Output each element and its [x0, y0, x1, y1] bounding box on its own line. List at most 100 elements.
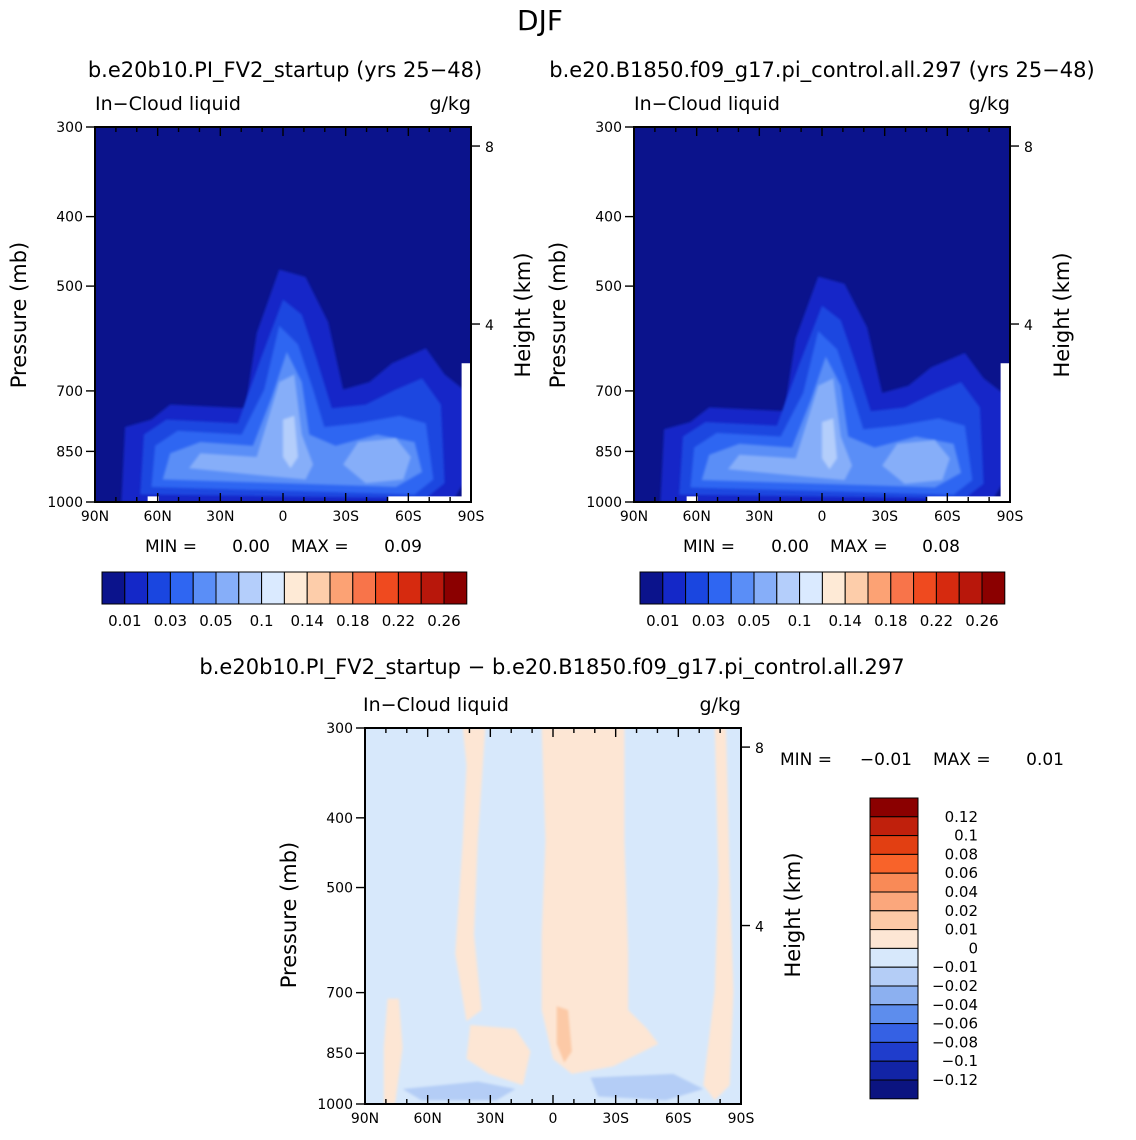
colorbar-box	[707, 571, 732, 605]
panel-left-variable-label: In−Cloud liquid	[95, 93, 241, 115]
colorbar-label: 0.14	[828, 612, 861, 630]
diff-region-5	[556, 1006, 572, 1063]
colorbar-label: 0.02	[945, 902, 978, 920]
x-tick-label: 90N	[620, 509, 648, 525]
x-tick-label: 90S	[997, 509, 1024, 525]
x-tick-label: 60S	[395, 509, 422, 525]
panel-right-max-value: 0.08	[922, 537, 960, 557]
field-level-7	[822, 418, 838, 470]
y-tick-label: 1000	[317, 1097, 353, 1113]
y-tick-label: 400	[595, 210, 622, 226]
x-tick-label: 0	[279, 509, 288, 525]
panel-difference-max-label: MAX =	[933, 750, 991, 770]
colorbar-box	[890, 571, 915, 605]
diff-region-4	[703, 728, 734, 1101]
panel-right-field	[634, 127, 1010, 502]
y-tick-label: 500	[326, 881, 353, 897]
x-tick-label: 30S	[871, 509, 898, 525]
panel-left: b.e20b10.PI_FV2_startup (yrs 25−48) In−C…	[7, 58, 535, 630]
missing-data	[147, 496, 159, 502]
y-tick-label: 700	[326, 986, 353, 1002]
y-tick-label: 300	[56, 120, 83, 136]
panel-right-min-value: 0.00	[771, 537, 809, 557]
colorbar-box	[844, 571, 869, 605]
colorbar-label: 0.22	[382, 612, 415, 630]
x-tick-label: 60S	[665, 1111, 692, 1127]
colorbar-label: 0.1	[250, 612, 274, 630]
colorbar-label: −0.1	[942, 1052, 978, 1070]
panel-difference-axes: 90N 60N 30N 0 30S 60S 90S 300 400 500 700 850 1000 8 4	[317, 721, 764, 1127]
colorbar-label: 0.03	[154, 612, 187, 630]
colorbar-box	[869, 853, 919, 874]
colorbar-box	[283, 571, 308, 605]
panel-difference-min-value: −0.01	[860, 750, 912, 770]
colorbar-box	[981, 571, 1006, 605]
colorbar-box	[869, 929, 919, 949]
colorbar-box	[869, 891, 919, 912]
colorbar-box	[869, 835, 919, 855]
colorbar-box	[443, 571, 468, 605]
panel-difference-title: b.e20b10.PI_FV2_startup − b.e20.B1850.f0…	[199, 655, 904, 680]
colorbar-label: −0.02	[932, 977, 978, 995]
x-tick-label: 0	[549, 1111, 558, 1127]
y-tick-label: 400	[56, 210, 83, 226]
panel-left-field	[95, 127, 471, 502]
colorbar-box	[869, 910, 919, 931]
missing-data	[461, 363, 471, 502]
colorbar-box	[869, 1004, 919, 1025]
y-tick-label: 850	[595, 444, 622, 460]
colorbar-box	[958, 571, 983, 605]
diff-region-0	[455, 728, 486, 1022]
colorbar-box	[776, 571, 801, 605]
x-tick-label: 60S	[934, 509, 961, 525]
panel-right-colorbar: 0.01 0.03 0.05 0.1 0.14 0.18 0.22 0.26	[639, 571, 1006, 630]
colorbar-box	[101, 571, 126, 605]
colorbar-box	[685, 571, 709, 605]
field-level-5	[189, 374, 314, 480]
y-tick-right-label: 8	[485, 140, 494, 156]
field-level-6	[343, 438, 411, 484]
colorbar-box	[147, 571, 171, 605]
colorbar-box	[639, 571, 664, 605]
colorbar-box	[935, 571, 960, 605]
colorbar-label: 0.1	[954, 827, 978, 845]
colorbar-box	[306, 571, 331, 605]
y-tick-label: 700	[595, 384, 622, 400]
panel-difference-ylabel: Pressure (mb)	[277, 842, 301, 989]
colorbar-box	[730, 571, 755, 605]
colorbar-box	[869, 1023, 919, 1043]
colorbar-label: 0.08	[945, 845, 978, 863]
missing-data	[1000, 363, 1010, 502]
x-tick-label: 30N	[745, 509, 773, 525]
panel-left-title: b.e20b10.PI_FV2_startup (yrs 25−48)	[88, 58, 482, 83]
x-tick-label: 90N	[351, 1111, 379, 1127]
panel-right-ylabel: Pressure (mb)	[546, 242, 570, 389]
colorbar-label: 0.14	[290, 612, 323, 630]
y-tick-right-label: 8	[755, 741, 764, 757]
panel-left-ylabel: Pressure (mb)	[7, 242, 31, 389]
colorbar-label: 0.18	[336, 612, 369, 630]
y-tick-label: 400	[326, 811, 353, 827]
colorbar-box	[375, 571, 399, 605]
colorbar-box	[238, 571, 263, 605]
panel-left-min-value: 0.00	[232, 537, 270, 557]
colorbar-box	[869, 985, 919, 1006]
colorbar-label: −0.01	[932, 958, 978, 976]
colorbar-box	[192, 571, 217, 605]
colorbar-box	[869, 966, 919, 987]
panel-difference-field	[365, 728, 741, 1104]
field-level-7	[283, 415, 299, 469]
colorbar-label: −0.08	[932, 1033, 978, 1051]
colorbar-label: 0.22	[920, 612, 953, 630]
colorbar-box	[753, 571, 778, 605]
panel-right-axes: 90N 60N 30N 0 30S 60S 90S 300 400 500 700 850 1000 8 4	[586, 120, 1033, 525]
colorbar-label: 0.05	[737, 612, 770, 630]
y-tick-label: 850	[56, 444, 83, 460]
colorbar-box	[662, 571, 687, 605]
x-tick-label: 0	[818, 509, 827, 525]
y-tick-label: 500	[56, 279, 83, 295]
panel-difference-min-label: MIN =	[780, 750, 832, 770]
panel-difference-ylabel-right: Height (km)	[781, 852, 805, 977]
panel-difference-variable-label: In−Cloud liquid	[363, 694, 509, 716]
